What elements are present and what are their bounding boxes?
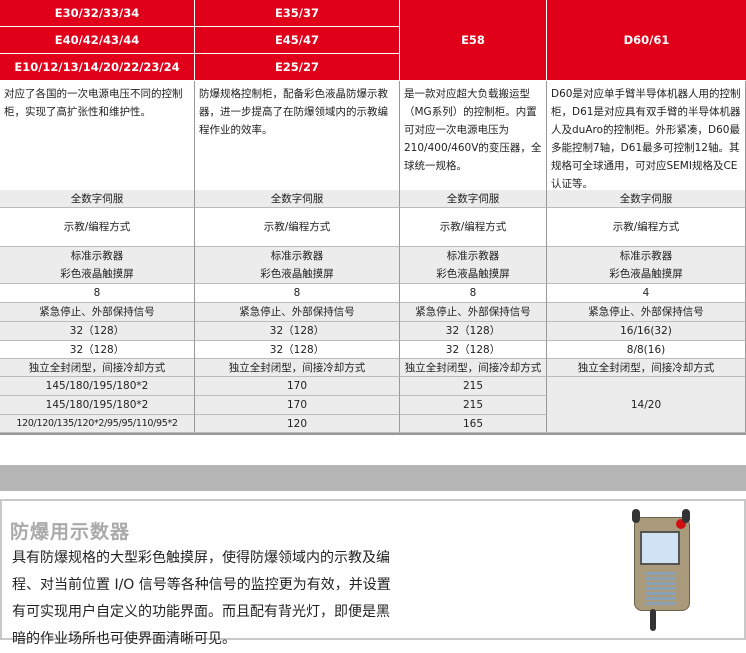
spec-cell: 4: [547, 284, 746, 303]
spec-cell: 示教/编程方式: [195, 208, 400, 247]
spec-cell: 8: [400, 284, 547, 303]
spec-cell: 32（128）: [195, 322, 400, 341]
spec-cell: 标准示教器 彩色液晶触摸屏: [400, 247, 547, 284]
spec-cell: 独立全封闭型，间接冷却方式: [400, 359, 547, 377]
spec-cell: 32（128）: [400, 341, 547, 359]
header-model-cell: E45/47: [195, 27, 400, 54]
spec-cell: 32（128）: [195, 341, 400, 359]
spec-cell: 示教/编程方式: [547, 208, 746, 247]
table-bottom-border: [0, 433, 746, 435]
spec-cell: 全数字伺服: [400, 190, 547, 208]
description-cell: 对应了各国的一次电源电压不同的控制柜，实现了高扩张性和维护性。: [0, 81, 195, 190]
spec-cell: 215: [400, 377, 547, 396]
description-cell: 是一款对应超大负载搬运型（MG系列）的控制柜。内置可对应一次电源电压为210/4…: [400, 81, 547, 190]
spec-cell: 32（128）: [0, 341, 195, 359]
spec-cell: 全数字伺服: [547, 190, 746, 208]
spec-cell: 紧急停止、外部保持信号: [195, 303, 400, 322]
header-model-cell: D60/61: [547, 0, 746, 81]
header-model-cell: E35/37: [195, 0, 400, 27]
header-model-cell: E58: [400, 0, 547, 81]
header-model-cell: E40/42/43/44: [0, 27, 195, 54]
spec-cell: 标准示教器 彩色液晶触摸屏: [0, 247, 195, 284]
gray-band: [0, 465, 746, 491]
section-box: 防爆用示数器 具有防爆规格的大型彩色触摸屏，使得防爆领域内的示教及编程、对当前位…: [0, 499, 746, 647]
section-title: 防爆用示数器: [10, 521, 131, 543]
header-model-cell: E25/27: [195, 54, 400, 81]
teach-pendant-image: [632, 509, 694, 631]
spec-cell: 8: [195, 284, 400, 303]
header-model-cell: E30/32/33/34: [0, 0, 195, 27]
spec-cell: 120: [195, 415, 400, 433]
spec-cell: 紧急停止、外部保持信号: [0, 303, 195, 322]
spec-cell: 标准示教器 彩色液晶触摸屏: [195, 247, 400, 284]
spec-cell: 165: [400, 415, 547, 433]
spec-cell: 32（128）: [0, 322, 195, 341]
spec-cell: 145/180/195/180*2: [0, 377, 195, 396]
spec-cell: 170: [195, 396, 400, 415]
spec-cell: 16/16(32): [547, 322, 746, 341]
spec-cell: 紧急停止、外部保持信号: [400, 303, 547, 322]
description-cell: D60是对应单手臂半导体机器人用的控制柜，D61是对应具有双手臂的半导体机器人及…: [547, 81, 746, 190]
spec-cell: 独立全封闭型，间接冷却方式: [195, 359, 400, 377]
spec-cell: 独立全封闭型，间接冷却方式: [547, 359, 746, 377]
spec-cell: 全数字伺服: [0, 190, 195, 208]
spec-cell: 8/8(16): [547, 341, 746, 359]
spec-cell: 独立全封闭型，间接冷却方式: [0, 359, 195, 377]
spec-cell: 标准示教器 彩色液晶触摸屏: [547, 247, 746, 284]
spec-cell: 120/120/135/120*2/95/95/110/95*2: [0, 415, 195, 433]
section-body: 具有防爆规格的大型彩色触摸屏，使得防爆领域内的示教及编程、对当前位置 I/O 信…: [12, 550, 391, 647]
spec-cell: 示教/编程方式: [400, 208, 547, 247]
spec-cell: 8: [0, 284, 195, 303]
spec-cell: 示教/编程方式: [0, 208, 195, 247]
spec-cell: 145/180/195/180*2: [0, 396, 195, 415]
spec-cell: 215: [400, 396, 547, 415]
spec-cell: 紧急停止、外部保持信号: [547, 303, 746, 322]
spec-cell: 32（128）: [400, 322, 547, 341]
spec-cell: 170: [195, 377, 400, 396]
spec-cell: 全数字伺服: [195, 190, 400, 208]
merged-spec-cell: 14/20: [547, 377, 746, 433]
header-model-cell: E10/12/13/14/20/22/23/24: [0, 54, 195, 81]
description-cell: 防爆规格控制柜，配备彩色液晶防爆示教器，进一步提高了在防爆领域内的示教编程作业的…: [195, 81, 400, 190]
